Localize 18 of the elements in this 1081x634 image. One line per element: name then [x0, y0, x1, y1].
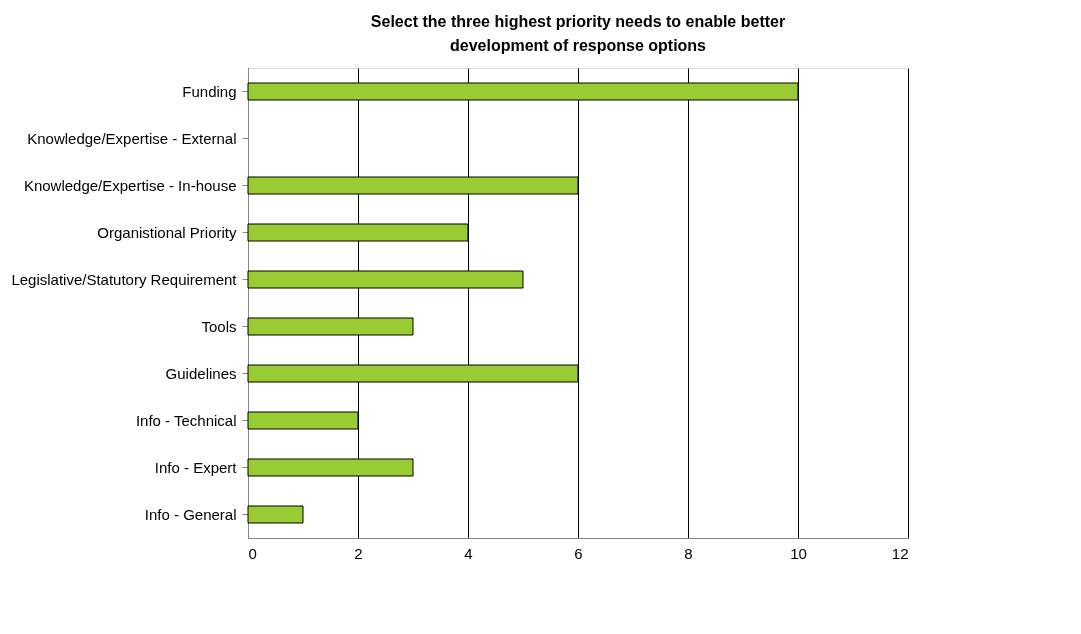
y-tick-label: Legislative/Statutory Requirement	[11, 270, 238, 288]
y-tick-label: Guidelines	[165, 364, 237, 382]
x-tick-label: 6	[574, 544, 583, 562]
y-tick-label: Funding	[182, 82, 237, 100]
y-tick-label: Info - General	[144, 505, 237, 523]
x-tick-label: 8	[684, 544, 693, 562]
y-tick-label: Info - Technical	[135, 411, 237, 429]
y-tick-label: Knowledge/Expertise - External	[27, 129, 237, 147]
x-tick-label: 4	[464, 544, 473, 562]
x-tick-label: 10	[790, 544, 807, 562]
x-tick-label: 2	[354, 544, 363, 562]
x-tick-label: 12	[891, 544, 909, 562]
chart-title: Select the three highest priority needs to enable better development of response options	[370, 13, 786, 54]
x-tick-label: 0	[248, 544, 257, 562]
y-tick-label: Knowledge/Expertise - In-house	[23, 176, 237, 194]
y-tick-label: Organistional Priority	[97, 223, 237, 241]
y-tick-label: Tools	[201, 317, 237, 335]
y-tick-label: Info - Expert	[154, 458, 238, 476]
